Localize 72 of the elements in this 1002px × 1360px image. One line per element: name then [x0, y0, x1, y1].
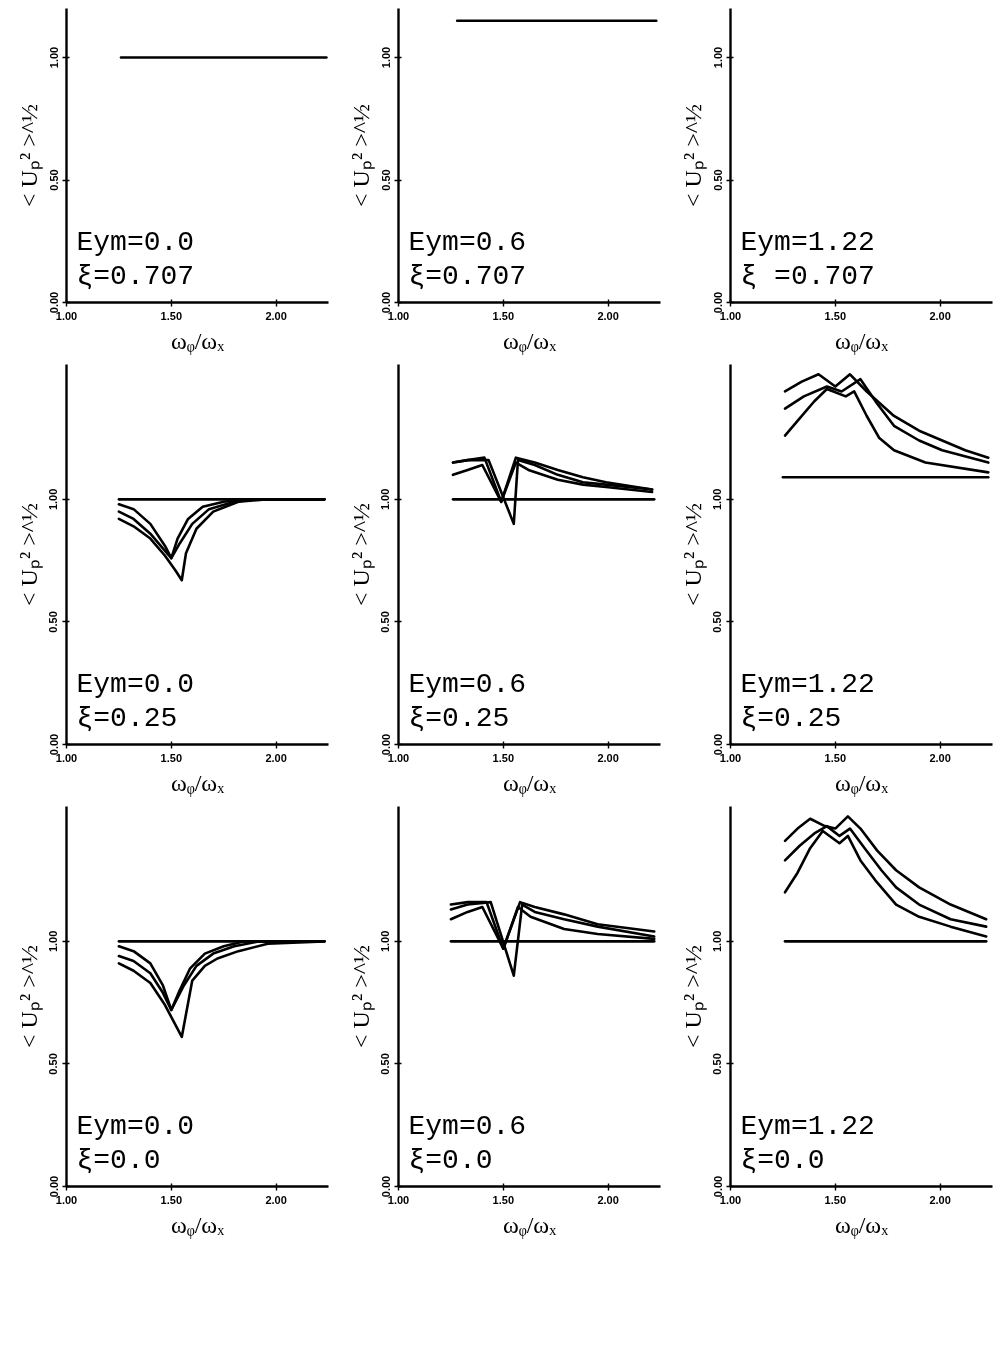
x-tick-label: 2.00	[597, 1193, 619, 1206]
y-axis-title: < Uₚ² >^½	[679, 945, 707, 1048]
y-tick-label: 0.50	[47, 169, 60, 191]
x-tick-label: 1.50	[824, 309, 847, 322]
x-tick-label: 2.00	[265, 1193, 287, 1206]
y-tick-label: 0.50	[47, 1053, 60, 1075]
x-tick-label: 1.50	[492, 1193, 515, 1206]
y-tick-label: 1.00	[711, 930, 724, 953]
annotation: ξ=0.0	[740, 1144, 825, 1176]
annotation: ξ=0.0	[76, 1144, 161, 1176]
y-tick-label: 1.00	[379, 488, 392, 511]
x-axis-title: ωᵩ/ωₓ	[170, 769, 225, 797]
x-axis-title: ωᵩ/ωₓ	[834, 327, 889, 355]
y-axis-title: < Uₚ² >^½	[347, 104, 375, 207]
x-axis-title: ωᵩ/ωₓ	[170, 1211, 225, 1239]
annotation: Eym=0.0	[76, 227, 195, 258]
x-tick-label: 1.50	[160, 1193, 183, 1206]
y-tick-label: 1.00	[711, 488, 724, 511]
x-tick-label: 1.50	[492, 309, 515, 322]
annotation: ξ=0.707	[76, 261, 195, 292]
y-axis-title: < Uₚ² >^½	[679, 503, 707, 606]
x-tick-label: 1.50	[824, 1193, 847, 1206]
x-tick-label: 2.00	[597, 309, 619, 322]
y-axis-title: < Uₚ² >^½	[15, 945, 43, 1048]
y-tick-label: 0.50	[379, 611, 392, 633]
x-tick-label: 1.50	[160, 751, 183, 764]
x-tick-label: 2.00	[929, 1193, 951, 1206]
y-axis-title: < Uₚ² >^½	[347, 945, 375, 1048]
x-axis-title: ωᵩ/ωₓ	[834, 1211, 889, 1239]
annotation: ξ=0.0	[408, 1144, 493, 1176]
x-tick-label: 1.50	[492, 751, 515, 764]
annotation: ξ=0.25	[408, 702, 510, 734]
annotation: Eym=0.6	[408, 227, 527, 258]
y-tick-label: 0.50	[379, 169, 392, 191]
x-axis-title: ωᵩ/ωₓ	[502, 769, 557, 797]
x-tick-label: 2.00	[265, 309, 287, 322]
y-tick-label: 0.50	[379, 1053, 392, 1075]
x-tick-label: 1.50	[824, 751, 847, 764]
annotation: Eym=1.22	[740, 227, 875, 258]
annotation: Eym=1.22	[740, 668, 875, 700]
annotation: Eym=1.22	[740, 1110, 875, 1142]
y-axis-title: < Uₚ² >^½	[679, 104, 707, 207]
y-tick-label: 1.00	[47, 46, 60, 69]
y-tick-label: 1.00	[47, 930, 60, 953]
annotation: ξ =0.707	[740, 261, 875, 292]
x-axis-title: ωᵩ/ωₓ	[502, 327, 557, 355]
y-axis-title: < Uₚ² >^½	[15, 104, 43, 207]
y-tick-label: 1.00	[379, 930, 392, 953]
y-tick-label: 1.00	[47, 488, 60, 511]
x-tick-label: 1.50	[160, 309, 183, 322]
x-axis-title: ωᵩ/ωₓ	[834, 769, 889, 797]
x-tick-label: 2.00	[929, 751, 951, 764]
y-tick-label: 1.00	[711, 46, 724, 69]
annotation: ξ=0.25	[740, 702, 842, 734]
annotation: ξ=0.25	[76, 702, 178, 734]
x-tick-label: 2.00	[265, 751, 287, 764]
x-axis-title: ωᵩ/ωₓ	[502, 1211, 557, 1239]
y-axis-title: < Uₚ² >^½	[15, 503, 43, 606]
y-tick-label: 0.50	[711, 169, 724, 191]
y-tick-label: 0.50	[711, 1053, 724, 1075]
y-tick-label: 1.00	[379, 46, 392, 69]
x-axis-title: ωᵩ/ωₓ	[170, 327, 225, 355]
y-tick-label: 0.50	[711, 611, 724, 633]
y-axis-title: < Uₚ² >^½	[347, 503, 375, 606]
annotation: Eym=0.6	[408, 668, 527, 700]
x-tick-label: 2.00	[597, 751, 619, 764]
x-tick-label: 2.00	[929, 309, 951, 322]
annotation: Eym=0.6	[408, 1110, 527, 1142]
annotation: ξ=0.707	[408, 261, 527, 292]
annotation: Eym=0.0	[76, 1110, 195, 1142]
annotation: Eym=0.0	[76, 668, 195, 700]
y-tick-label: 0.50	[47, 611, 60, 633]
